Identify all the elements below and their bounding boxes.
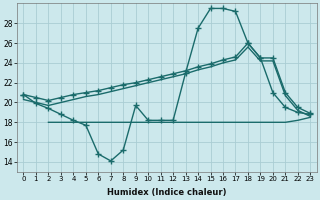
X-axis label: Humidex (Indice chaleur): Humidex (Indice chaleur) [107, 188, 227, 197]
